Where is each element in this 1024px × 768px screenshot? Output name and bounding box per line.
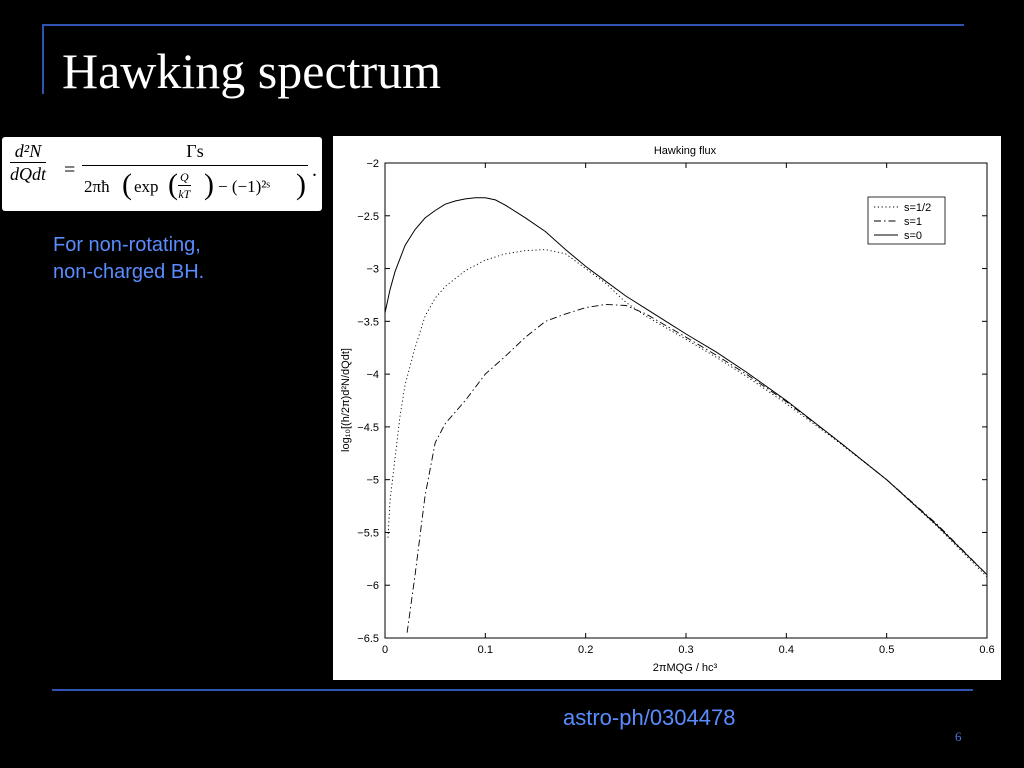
- x-tick-label: 0.5: [879, 644, 894, 656]
- x-tick-label: 0.6: [979, 644, 994, 656]
- chart-title: Hawking flux: [654, 145, 717, 157]
- formula-inner-denominator: kT: [178, 187, 191, 201]
- hawking-flux-chart: Hawking flux 0 0.1 0.2 0.3 0.4 0.5 0.6 −2 −2.5 −3…: [333, 136, 1001, 680]
- bottom-accent-rule: [52, 689, 973, 691]
- formula-lhs-numerator: d²N: [10, 141, 46, 163]
- series-line-1: [406, 303, 988, 633]
- legend-label-1: s=1: [904, 216, 922, 228]
- y-tick-label: −4.5: [357, 422, 379, 434]
- series-line-2: [384, 197, 988, 576]
- formula-rhs-denominator: 2πħ ( exp ( Q kT ) − (−1)²ˢ ): [82, 166, 308, 206]
- formula-prefix: 2πħ: [84, 177, 110, 196]
- formula-lhs-denominator: dQdt: [10, 164, 46, 184]
- slide-title: Hawking spectrum: [62, 43, 442, 99]
- legend-box: [867, 196, 946, 245]
- formula-paren-right: ): [296, 168, 306, 201]
- x-tick-label: 0.4: [779, 644, 794, 656]
- formula-inner-numerator: Q: [178, 170, 191, 186]
- series-lines: [384, 197, 988, 633]
- formula-inner-fraction: Q kT: [178, 170, 191, 202]
- formula-period: .: [312, 159, 317, 181]
- y-axis-label: log₁₀[(h/2π)d²N/dQdt]: [340, 348, 352, 452]
- y-tick-label: −5: [366, 475, 379, 487]
- x-tick-label: 0.2: [578, 644, 593, 656]
- x-axis-label: 2πMQG / hc³: [653, 662, 718, 674]
- formula-equals: =: [64, 159, 76, 181]
- y-tick-label: −6.5: [357, 633, 379, 645]
- formula-lhs: d²N dQdt: [10, 141, 46, 185]
- citation: astro-ph/0304478: [563, 705, 736, 730]
- formula-paren-left: (: [122, 168, 132, 201]
- legend-label-2: s=0: [904, 230, 922, 242]
- series-line-0: [387, 249, 988, 578]
- formula-suffix: − (−1)²ˢ: [218, 177, 270, 196]
- x-tick-label: 0.3: [678, 644, 693, 656]
- hawking-formula: d²N dQdt = Γs 2πħ ( exp ( Q kT ) − (−1)²…: [2, 137, 322, 211]
- bh-note: For non-rotating, non-charged BH.: [53, 232, 204, 286]
- chart-legend: s=1/2 s=1 s=0: [867, 196, 946, 245]
- y-tick-label: −3: [366, 264, 379, 276]
- title-accent-bar: [42, 24, 44, 94]
- bh-note-line-1: For non-rotating,: [53, 234, 201, 256]
- y-tick-label: −5.5: [357, 527, 379, 539]
- y-tick-label: −6: [366, 580, 379, 592]
- slide-number: 6: [955, 729, 962, 744]
- formula-rhs: Γs 2πħ ( exp ( Q kT ) − (−1)²ˢ ): [82, 141, 308, 206]
- y-tick-label: −2.5: [357, 211, 379, 223]
- top-accent-rule: [44, 24, 964, 26]
- x-tick-label: 0: [382, 644, 388, 656]
- legend-label-0: s=1/2: [904, 202, 931, 214]
- chart-svg: Hawking flux 0 0.1 0.2 0.3 0.4 0.5 0.6 −2 −2.5 −3…: [340, 145, 995, 674]
- bh-note-line-2: non-charged BH.: [53, 261, 205, 283]
- axis-ticks: 0 0.1 0.2 0.3 0.4 0.5 0.6 −2 −2.5 −3 −3.5 −4 −4.5 −5 −…: [357, 158, 994, 656]
- formula-rhs-numerator: Γs: [82, 141, 308, 166]
- x-tick-label: 0.1: [478, 644, 493, 656]
- y-tick-label: −3.5: [357, 316, 379, 328]
- formula-exp: exp: [134, 177, 159, 196]
- y-tick-label: −2: [366, 158, 379, 170]
- formula-inner-paren-right: ): [204, 168, 214, 201]
- formula-inner-paren-left: (: [168, 168, 178, 201]
- y-tick-label: −4: [366, 369, 379, 381]
